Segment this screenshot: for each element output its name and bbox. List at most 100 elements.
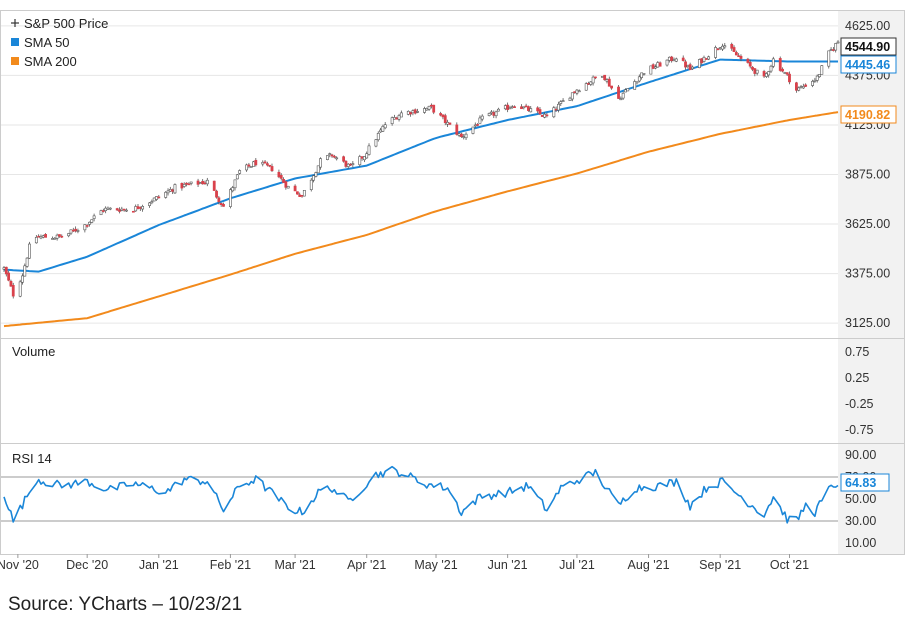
- candle-body: [44, 234, 47, 238]
- candle: [76, 228, 80, 234]
- candle: [732, 45, 736, 52]
- legend-item-sma200[interactable]: SMA 200: [11, 54, 77, 69]
- candle: [432, 104, 436, 115]
- candle-body: [11, 284, 15, 297]
- candle-body: [131, 210, 135, 213]
- candle-body: [506, 104, 510, 110]
- candle-body: [374, 139, 378, 147]
- x-tick-label: May '21: [414, 558, 457, 572]
- candle: [166, 188, 170, 196]
- candle: [527, 105, 530, 112]
- candle-body: [575, 89, 579, 94]
- candle: [238, 169, 242, 175]
- candle: [330, 153, 334, 158]
- candle-body: [152, 197, 156, 202]
- x-tick-label: Sep '21: [699, 558, 741, 572]
- candle: [173, 183, 177, 194]
- candle: [764, 72, 768, 78]
- candle-body: [448, 122, 452, 125]
- candle-body: [362, 156, 366, 161]
- chart-legend: S&P 500 Price SMA 50 SMA 200: [11, 16, 108, 69]
- legend-item-sma50[interactable]: SMA 50: [11, 35, 70, 50]
- candle-body: [367, 145, 371, 155]
- crosshair-icon: [11, 19, 19, 27]
- candle-body: [217, 197, 221, 203]
- candle-body: [314, 172, 318, 177]
- candle-body: [69, 229, 73, 234]
- candle-body: [277, 171, 281, 178]
- candle-body: [229, 189, 232, 207]
- candle: [686, 64, 690, 69]
- candle-body: [487, 113, 491, 116]
- candle: [131, 210, 135, 213]
- candle-body: [672, 59, 676, 62]
- candle-body: [155, 196, 158, 200]
- candle: [74, 226, 78, 233]
- candle-body: [25, 257, 29, 267]
- candle-body: [108, 207, 112, 210]
- candle: [681, 55, 685, 62]
- candle-body: [797, 87, 801, 91]
- candle-body: [360, 156, 364, 159]
- candle: [44, 233, 47, 238]
- volume-y-axis: 0.75 0.25 -0.25 -0.75: [845, 345, 874, 437]
- candle-body: [522, 106, 526, 109]
- candle: [118, 207, 121, 214]
- candle: [455, 122, 459, 136]
- candle-body: [753, 68, 757, 74]
- candle-body: [804, 84, 808, 87]
- candle-body: [104, 207, 108, 211]
- candle: [506, 102, 510, 113]
- candle: [836, 40, 840, 44]
- candle: [721, 43, 724, 51]
- candle-body: [212, 180, 216, 191]
- candle-body: [457, 133, 461, 136]
- candle-body: [2, 267, 6, 270]
- candle: [795, 81, 798, 93]
- x-tick-label: Aug '21: [628, 558, 670, 572]
- candle-body: [607, 78, 611, 87]
- candle: [490, 109, 493, 116]
- candle: [4, 266, 8, 277]
- candle-body: [28, 243, 31, 259]
- candle-body: [383, 124, 387, 129]
- legend-label-sma50: SMA 50: [24, 35, 70, 50]
- candle-body: [746, 58, 750, 63]
- candle: [409, 111, 413, 117]
- candle-body: [473, 124, 477, 127]
- candle: [9, 279, 13, 287]
- candle-body: [141, 206, 145, 210]
- price-last-value: 4544.90: [845, 40, 890, 54]
- candle-body: [681, 57, 685, 61]
- candle-body: [71, 229, 75, 232]
- candle-body: [464, 133, 468, 139]
- candle: [457, 132, 461, 138]
- candle: [658, 61, 662, 67]
- candle: [413, 108, 417, 115]
- price-y-tick-label: 3625.00: [845, 217, 890, 231]
- candle-body: [136, 206, 140, 209]
- candle-body: [552, 107, 556, 118]
- candle-body: [684, 61, 687, 68]
- candle-body: [185, 182, 188, 185]
- candle-body: [99, 210, 103, 216]
- candle-body: [150, 201, 154, 204]
- candle: [559, 100, 563, 106]
- candle-body: [707, 56, 711, 60]
- candle-body: [654, 66, 657, 69]
- candle: [60, 234, 64, 239]
- legend-item-price[interactable]: S&P 500 Price: [11, 16, 108, 31]
- sma50-square-icon: [11, 38, 19, 46]
- candle: [654, 64, 657, 70]
- candle-body: [270, 166, 274, 172]
- candle: [704, 58, 708, 60]
- candle: [545, 112, 549, 118]
- candle-body: [409, 112, 413, 115]
- candle-body: [326, 155, 329, 160]
- candle: [769, 64, 773, 73]
- candle-body: [723, 45, 727, 48]
- candle: [568, 96, 572, 101]
- candle: [168, 186, 172, 192]
- candle-body: [122, 208, 126, 211]
